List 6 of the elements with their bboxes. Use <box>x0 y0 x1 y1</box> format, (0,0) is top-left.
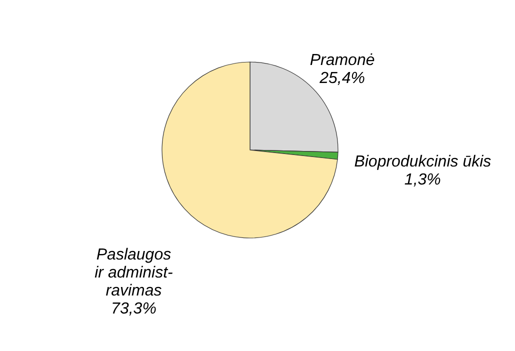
data-label: 73,3% <box>111 300 156 318</box>
slice-label: Bioprodukcinis ūkis <box>354 153 492 170</box>
slice-label: Pramonė <box>310 52 375 70</box>
data-label: 1,3% <box>404 171 441 188</box>
slice-label: Paslaugos ir administ- ravimas <box>94 246 173 300</box>
data-label: 25,4% <box>318 70 365 88</box>
